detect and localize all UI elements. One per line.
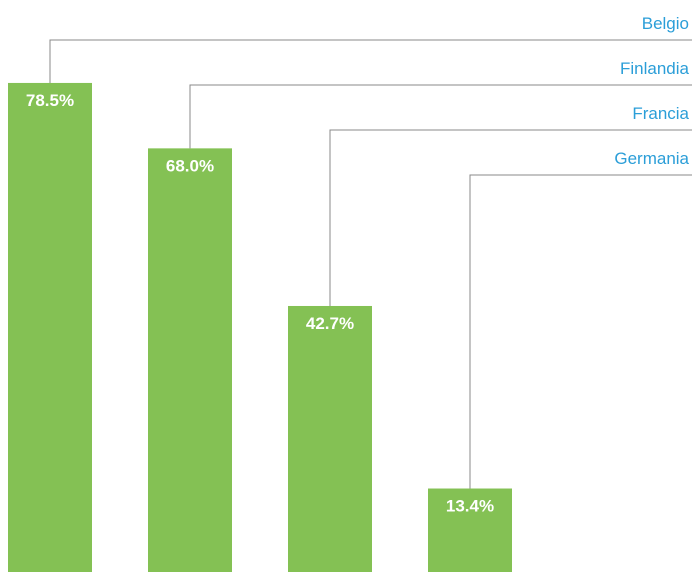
- leader-line-finlandia: [189, 84, 692, 149]
- leader-lines: [49, 39, 692, 489]
- bar-finlandia: [148, 148, 232, 572]
- value-label-germania: 13.4%: [446, 497, 494, 516]
- leader-line-francia: [329, 129, 692, 306]
- value-labels: 78.5% 68.0% 42.7% 13.4%: [26, 91, 494, 516]
- value-label-francia: 42.7%: [306, 314, 354, 333]
- bar-belgio: [8, 82, 92, 572]
- category-label-finlandia: Finlandia: [620, 59, 690, 78]
- category-label-francia: Francia: [632, 104, 689, 123]
- bars: [8, 82, 512, 572]
- category-labels: Belgio Finlandia Francia Germania: [614, 14, 689, 168]
- category-label-germania: Germania: [614, 149, 689, 168]
- value-label-belgio: 78.5%: [26, 91, 74, 110]
- bar-germania: [428, 488, 512, 572]
- leader-line-germania: [469, 174, 692, 489]
- leader-line-belgio: [49, 39, 692, 83]
- value-label-finlandia: 68.0%: [166, 156, 214, 175]
- bar-francia: [288, 305, 372, 572]
- category-label-belgio: Belgio: [642, 14, 689, 33]
